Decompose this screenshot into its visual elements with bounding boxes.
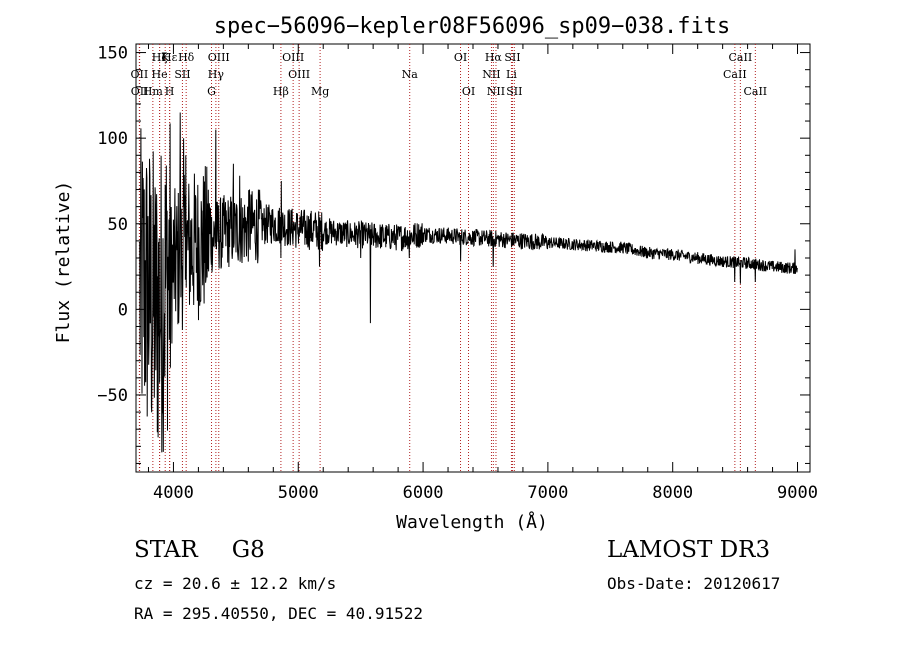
y-tick-label-3: 100 (97, 129, 128, 149)
line-label-23: Hβ (273, 85, 289, 98)
object-class: STAR G8 (134, 537, 265, 563)
y-axis-ticks: −50 0 50 100 150 (97, 44, 810, 464)
line-label-24: Mg (311, 85, 329, 98)
y-tick-label-4: 150 (97, 44, 128, 64)
y-tick-label-2: 50 (108, 215, 128, 235)
line-label-1: Hζ (152, 51, 168, 64)
obs-date: Obs-Date: 20120617 (607, 574, 781, 593)
subclass-label: G8 (231, 537, 265, 563)
line-label-13: Hγ (208, 68, 225, 81)
x-tick-label-0: 4000 (153, 483, 194, 503)
line-label-18: CaII (723, 68, 747, 81)
line-label-19: OII (131, 85, 149, 98)
class-label: STAR (134, 537, 198, 563)
line-label-28: CaII (743, 85, 767, 98)
line-label-6: OI (454, 51, 467, 64)
y-tick-label-1: 0 (118, 300, 128, 320)
line-label-17: Li (506, 68, 517, 81)
line-label-12: SII (174, 68, 190, 81)
x-axis-ticks: 4000 5000 6000 7000 8000 9000 (147, 44, 818, 503)
spectrum-line (139, 112, 798, 453)
line-label-4: OIII (208, 51, 230, 64)
survey-label: LAMOST DR3 (607, 537, 771, 563)
line-label-25: OI (462, 85, 475, 98)
line-label-20: Hm (143, 85, 164, 98)
y-tick-label-0: −50 (97, 386, 128, 406)
redshift-text: cz = 20.6 ± 12.2 km/s (134, 574, 337, 593)
x-tick-label-2: 6000 (403, 483, 444, 503)
x-tick-label-5: 9000 (777, 483, 818, 503)
line-label-10: OII (131, 68, 149, 81)
line-label-5: OIII (282, 51, 304, 64)
line-label-21: H (165, 85, 175, 98)
line-label-26: NII (487, 85, 505, 98)
line-label-15: Na (402, 68, 419, 81)
x-tick-label-3: 7000 (527, 483, 568, 503)
line-label-14: OIII (288, 68, 310, 81)
x-tick-label-4: 8000 (652, 483, 693, 503)
line-label-27: SII (506, 85, 522, 98)
x-tick-label-1: 5000 (278, 483, 319, 503)
line-label-9: CaII (729, 51, 753, 64)
line-label-3: Hδ (178, 51, 195, 64)
line-label-7: Hα (485, 51, 503, 64)
x-axis-label: Wavelength (Å) (396, 511, 548, 533)
coordinates-text: RA = 295.40550, DEC = 40.91522 (134, 604, 423, 623)
line-label-2: K (161, 51, 170, 64)
line-label-11: He (152, 68, 168, 81)
line-label-8: SII (504, 51, 520, 64)
y-axis-label: Flux (relative) (53, 181, 74, 344)
chart-title: spec−56096−kepler08F56096_sp09−038.fits (214, 14, 731, 39)
line-label-0: Hε (162, 51, 178, 64)
line-label-22: G (207, 85, 216, 98)
line-label-16: NII (482, 68, 500, 81)
